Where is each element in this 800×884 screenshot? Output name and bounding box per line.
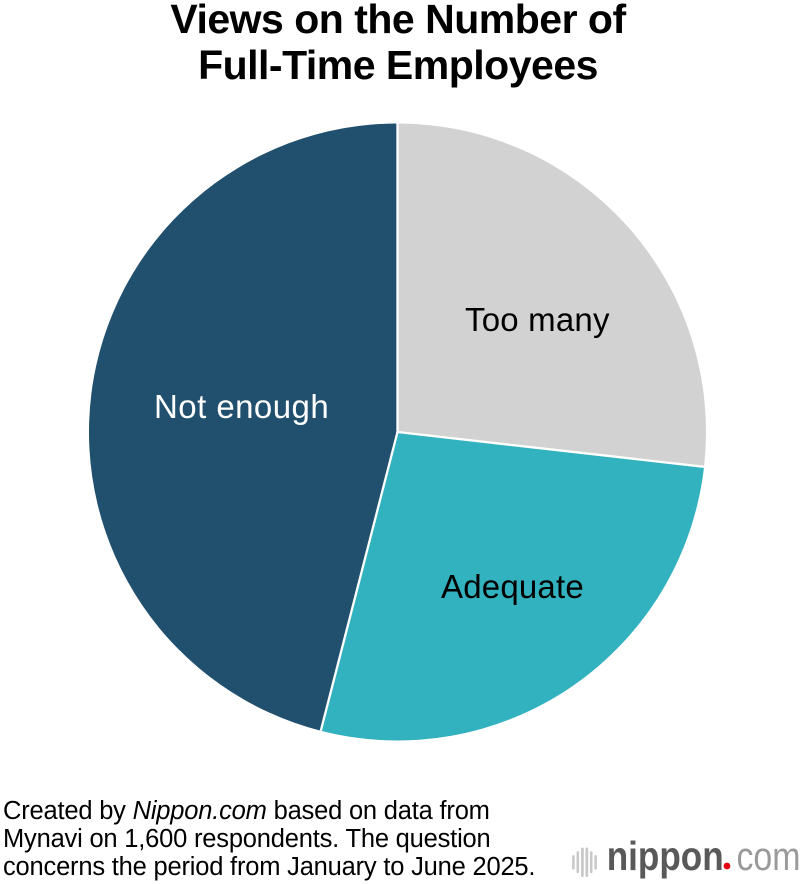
svg-text:com: com <box>737 835 800 879</box>
svg-text:nippon: nippon <box>607 833 724 879</box>
